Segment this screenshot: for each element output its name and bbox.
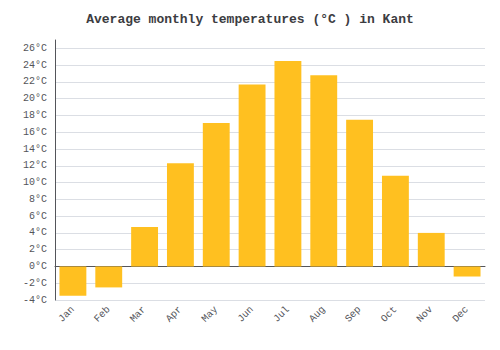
svg-text:4°C: 4°C — [29, 227, 47, 238]
svg-text:10°C: 10°C — [23, 177, 47, 188]
svg-text:May: May — [200, 304, 220, 324]
svg-text:Dec: Dec — [450, 304, 470, 324]
svg-text:12°C: 12°C — [23, 160, 47, 171]
svg-text:24°C: 24°C — [23, 60, 47, 71]
svg-text:0°C: 0°C — [29, 261, 47, 272]
svg-text:20°C: 20°C — [23, 93, 47, 104]
svg-text:Aug: Aug — [307, 304, 327, 324]
svg-text:Nov: Nov — [415, 304, 435, 324]
svg-text:16°C: 16°C — [23, 127, 47, 138]
svg-text:Jun: Jun — [235, 304, 255, 324]
svg-text:Mar: Mar — [128, 304, 148, 324]
svg-text:Oct: Oct — [379, 304, 399, 324]
svg-text:2°C: 2°C — [29, 244, 47, 255]
svg-text:26°C: 26°C — [23, 43, 47, 54]
svg-text:18°C: 18°C — [23, 110, 47, 121]
svg-text:6°C: 6°C — [29, 211, 47, 222]
svg-text:Feb: Feb — [92, 304, 112, 324]
svg-text:Jan: Jan — [56, 304, 76, 324]
svg-text:Sep: Sep — [343, 304, 363, 324]
svg-text:-2°C: -2°C — [23, 278, 47, 289]
svg-text:14°C: 14°C — [23, 144, 47, 155]
svg-text:8°C: 8°C — [29, 194, 47, 205]
svg-text:Jul: Jul — [271, 304, 291, 324]
svg-text:Apr: Apr — [164, 304, 184, 324]
svg-text:22°C: 22°C — [23, 76, 47, 87]
svg-text:Average monthly temperatures (: Average monthly temperatures (°C ) in Ka… — [86, 12, 414, 27]
svg-text:-4°C: -4°C — [23, 295, 47, 306]
